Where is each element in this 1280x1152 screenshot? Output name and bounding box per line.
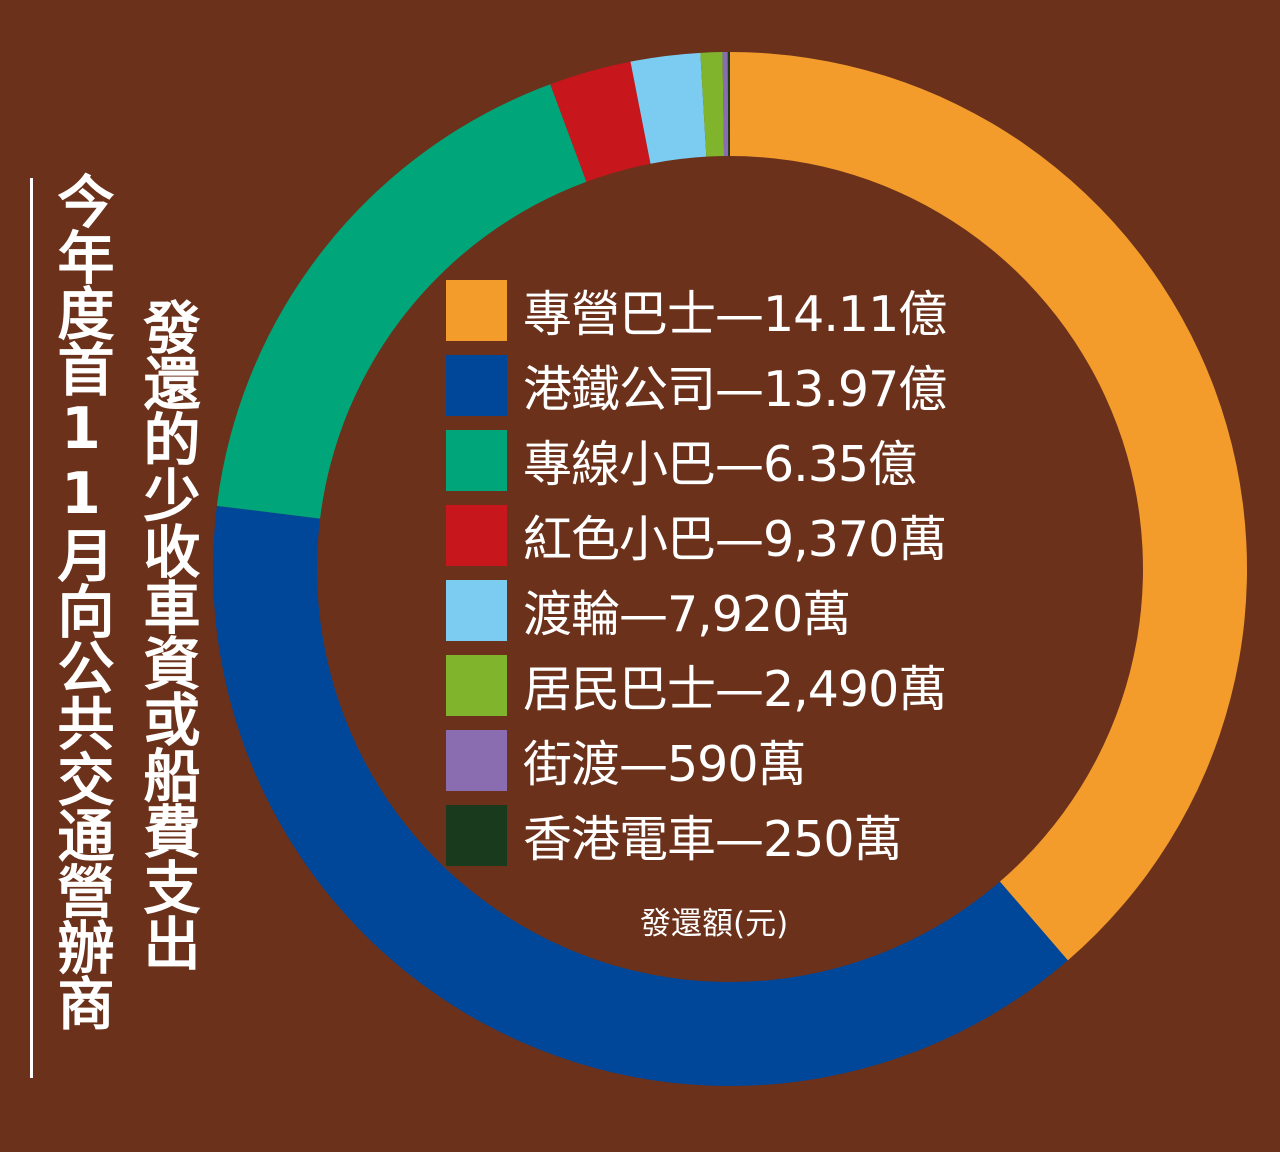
legend-item: 專營巴士—14.11億 [446, 273, 947, 348]
legend-swatch [446, 655, 507, 716]
legend-swatch [446, 505, 507, 566]
legend-swatch [446, 355, 507, 416]
legend-item: 香港電車—250萬 [446, 798, 946, 873]
title-line-1: 今年度首11月向公共交通營辦商 [48, 172, 114, 1030]
legend-swatch [446, 280, 507, 341]
donut-slice-8 [727, 52, 730, 157]
legend-label: 港鐵公司—13.97億 [523, 361, 947, 418]
title-line-2: 發還的少收車資或船費支出 [134, 298, 200, 970]
donut-slice-1 [730, 52, 1247, 961]
donut-slice-4 [550, 61, 651, 182]
legend-label: 渡輪—7,920萬 [523, 586, 851, 643]
legend-item: 街渡—590萬 [446, 723, 946, 798]
legend-item: 專線小巴—6.35億 [446, 423, 946, 498]
legend-label: 紅色小巴—9,370萬 [523, 511, 947, 568]
legend-swatch [446, 430, 507, 491]
donut-slice-7 [722, 52, 729, 157]
legend-item: 渡輪—7,920萬 [446, 573, 946, 648]
donut-slice-5 [630, 52, 707, 164]
chart-legend: 專營巴士—14.11億 港鐵公司—13.97億 專線小巴—6.35億 紅色小巴—9,3… [446, 273, 947, 873]
legend-label: 專線小巴—6.35億 [523, 436, 917, 493]
legend-label: 專營巴士—14.11億 [523, 286, 947, 343]
legend-swatch [446, 580, 507, 641]
legend-label: 街渡—590萬 [523, 736, 807, 793]
unit-label: 發還額(元) [640, 906, 789, 942]
donut-slice-2 [213, 505, 1068, 1086]
legend-item: 居民巴士—2,490萬 [446, 648, 947, 723]
title-rule [30, 178, 33, 1078]
legend-label: 居民巴士—2,490萬 [523, 661, 947, 718]
donut-slice-3 [216, 84, 587, 519]
donut-slice-6 [700, 52, 725, 157]
legend-item: 港鐵公司—13.97億 [446, 348, 947, 423]
legend-item: 紅色小巴—9,370萬 [446, 498, 947, 573]
legend-swatch [446, 730, 507, 791]
legend-label: 香港電車—250萬 [523, 811, 903, 868]
legend-swatch [446, 805, 507, 866]
